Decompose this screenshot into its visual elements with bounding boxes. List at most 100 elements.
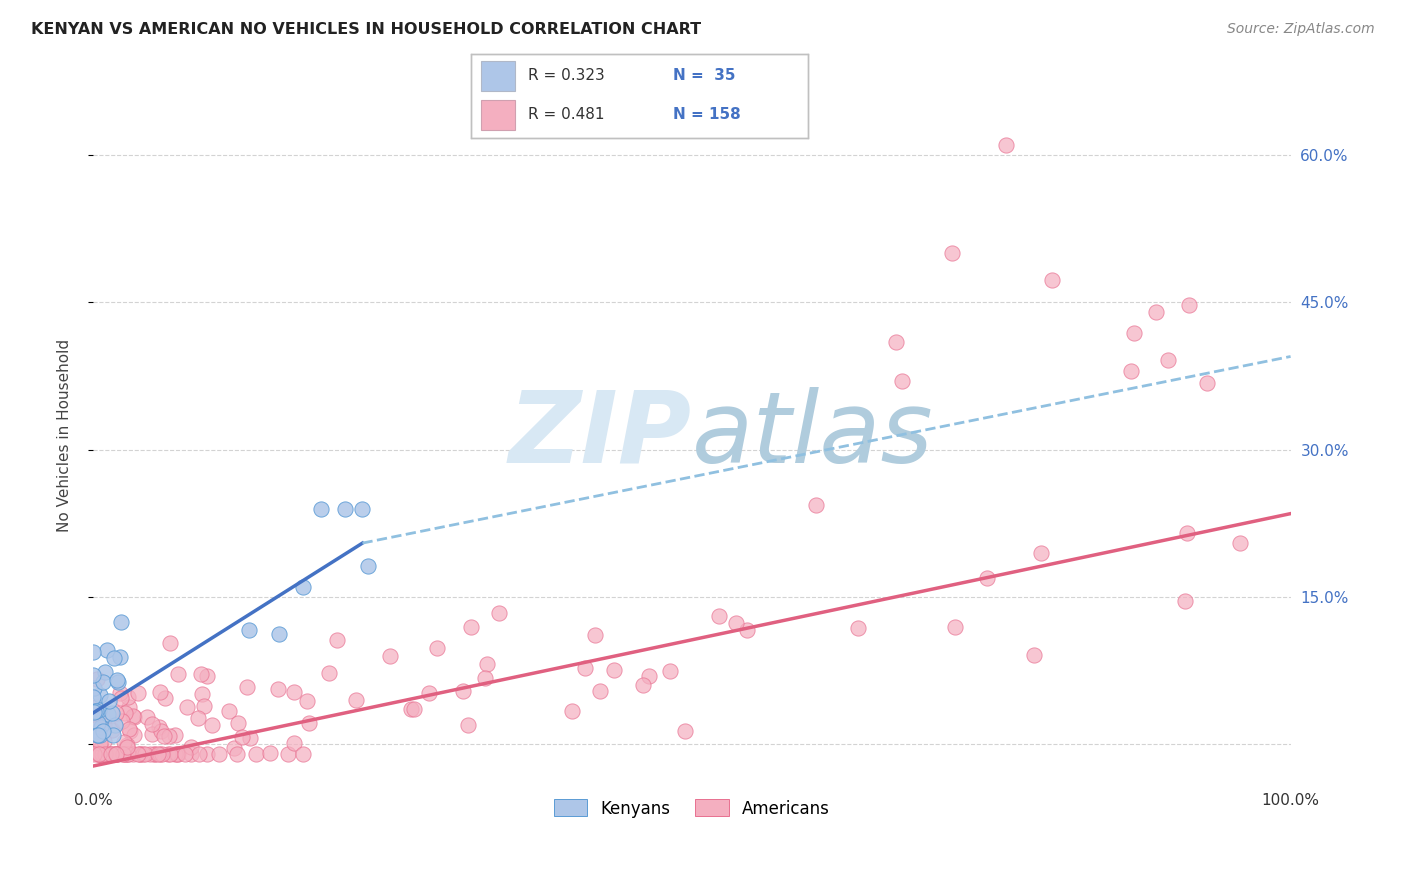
Point — [94, 747, 117, 762]
Point — [149, 685, 172, 699]
Point — [141, 727, 163, 741]
Point — [100, 747, 122, 762]
Point — [561, 704, 583, 718]
Point — [82, 645, 104, 659]
Point — [98, 694, 121, 708]
Point — [638, 669, 661, 683]
Point — [187, 747, 209, 762]
Point — [105, 747, 128, 762]
Point — [87, 715, 110, 730]
Point — [891, 374, 914, 388]
Point — [283, 685, 305, 699]
Point — [488, 606, 510, 620]
Point — [93, 675, 115, 690]
Point — [129, 747, 152, 762]
Point — [943, 620, 966, 634]
Point — [1174, 594, 1197, 608]
Point — [291, 747, 314, 762]
Text: N = 158: N = 158 — [673, 107, 741, 121]
Point — [378, 648, 401, 663]
Point — [195, 747, 218, 762]
Point — [90, 720, 112, 734]
Point — [97, 707, 120, 722]
Point — [673, 723, 696, 738]
Point — [180, 747, 202, 762]
Point — [477, 657, 499, 671]
Point — [108, 686, 131, 700]
Point — [83, 705, 105, 719]
Point — [143, 747, 166, 762]
Point — [87, 728, 110, 742]
Point — [187, 711, 209, 725]
Text: atlas: atlas — [692, 386, 934, 483]
Point — [159, 636, 181, 650]
Point — [87, 742, 110, 756]
FancyBboxPatch shape — [481, 100, 515, 130]
Point — [588, 683, 610, 698]
Point — [105, 673, 128, 688]
Point — [91, 723, 114, 738]
Point — [295, 693, 318, 707]
Point — [94, 747, 117, 762]
Point — [115, 747, 138, 762]
Point — [128, 747, 150, 762]
Point — [117, 699, 139, 714]
Text: R = 0.323: R = 0.323 — [529, 69, 605, 84]
Point — [291, 580, 314, 594]
Point — [111, 747, 134, 762]
Point — [193, 698, 215, 713]
Point — [127, 747, 149, 762]
Point — [707, 609, 730, 624]
Point — [117, 690, 139, 704]
Point — [157, 747, 180, 762]
Point — [100, 723, 122, 738]
Point — [83, 681, 105, 695]
Point — [224, 741, 246, 756]
Point — [107, 747, 129, 762]
Point — [191, 687, 214, 701]
Point — [298, 716, 321, 731]
Point — [724, 615, 747, 630]
Point — [190, 666, 212, 681]
Point — [159, 747, 181, 762]
Legend: Kenyans, Americans: Kenyans, Americans — [547, 793, 837, 824]
Point — [344, 692, 367, 706]
Point — [115, 738, 138, 752]
Point — [277, 747, 299, 762]
Point — [460, 620, 482, 634]
Point — [225, 747, 247, 762]
Point — [105, 747, 128, 762]
Point — [112, 747, 135, 762]
Point — [150, 747, 173, 762]
Point — [103, 747, 125, 762]
Point — [941, 246, 963, 260]
Point — [659, 664, 682, 678]
Point — [110, 649, 132, 664]
Point — [200, 718, 222, 732]
Point — [101, 747, 124, 762]
Point — [153, 690, 176, 705]
Point — [1040, 273, 1063, 287]
Point — [309, 501, 332, 516]
Point — [238, 624, 260, 638]
Point — [166, 747, 188, 762]
Point — [105, 706, 128, 721]
Point — [114, 706, 136, 721]
Point — [735, 623, 758, 637]
Point — [267, 627, 290, 641]
Point — [101, 706, 124, 720]
Point — [93, 734, 115, 748]
Point — [90, 747, 112, 762]
Point — [167, 667, 190, 681]
Point — [231, 730, 253, 744]
Point — [121, 708, 143, 723]
Point — [131, 747, 153, 762]
Text: KENYAN VS AMERICAN NO VEHICLES IN HOUSEHOLD CORRELATION CHART: KENYAN VS AMERICAN NO VEHICLES IN HOUSEH… — [31, 22, 702, 37]
Point — [96, 747, 118, 762]
Point — [114, 747, 136, 762]
Point — [1178, 298, 1201, 312]
Point — [90, 741, 112, 756]
Point — [93, 718, 115, 732]
Point — [267, 681, 290, 696]
Point — [86, 672, 108, 686]
